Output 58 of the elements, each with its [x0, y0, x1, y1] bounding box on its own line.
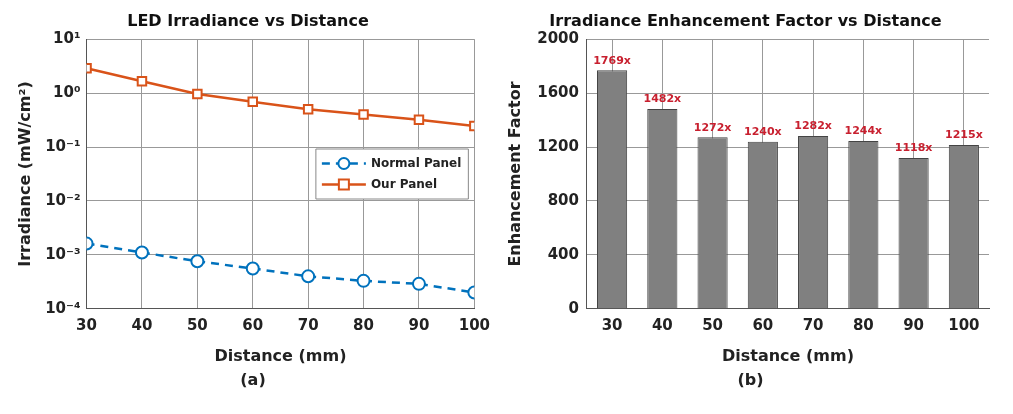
y-tick-label: 10⁻² — [45, 190, 81, 209]
y-tick-label: 10⁻⁴ — [45, 298, 81, 317]
x-tick-label: 60 — [752, 315, 774, 334]
data-label: 1215x — [945, 128, 983, 142]
point — [190, 254, 205, 269]
x-tick-label: 70 — [297, 315, 319, 334]
point — [136, 76, 148, 87]
x-tick-label: 100 — [458, 315, 490, 334]
y-tick-label: 10⁻¹ — [45, 136, 81, 155]
y-tick-label: 1200 — [537, 136, 579, 155]
y-tick-label: 800 — [547, 190, 579, 209]
point — [411, 276, 426, 291]
x-tick-label: 90 — [903, 315, 925, 334]
y-tick-label: 10⁰ — [53, 83, 81, 102]
x-tick-label: 50 — [186, 315, 208, 334]
x-tick-label: 40 — [651, 315, 673, 334]
point — [134, 245, 149, 260]
legend-label: Our Panel — [370, 176, 438, 191]
data-label: 1769x — [593, 53, 631, 67]
x-axis-title: Distance (mm) — [214, 345, 347, 365]
y-tick-label: 10¹ — [53, 29, 81, 48]
data-label: 1244x — [844, 124, 883, 138]
chart-title: LED Irradiance vs Distance — [127, 10, 369, 30]
y-tick-label: 10⁻³ — [45, 244, 81, 263]
data-label: 1282x — [794, 119, 832, 133]
point — [302, 104, 314, 115]
data-label: 1272x — [693, 120, 732, 134]
point — [192, 88, 203, 100]
chart-title: Irradiance Enhancement Factor vs Distance — [549, 10, 942, 30]
x-tick-label: 60 — [242, 315, 264, 334]
x-tick-label: 50 — [702, 315, 724, 334]
y-tick-label: 400 — [547, 244, 579, 263]
point — [245, 261, 260, 276]
x-axis-title: Distance (mm) — [721, 345, 854, 365]
legend-label: Normal Panel — [370, 155, 462, 170]
y-tick-label: 2000 — [537, 29, 579, 48]
y-tick-label: 0 — [568, 298, 579, 317]
text: (a) — [239, 370, 267, 389]
data-label: 1482x — [643, 92, 682, 106]
y-tick-label: 1600 — [537, 83, 579, 102]
x-tick-label: 90 — [408, 315, 430, 334]
point — [301, 269, 316, 284]
point — [356, 273, 371, 288]
point — [247, 96, 258, 108]
point — [413, 114, 425, 126]
point — [358, 109, 369, 120]
x-tick-label: 70 — [802, 315, 824, 334]
x-tick-label: 40 — [131, 315, 153, 334]
y-axis-title: Enhancement Factor — [504, 81, 524, 267]
x-tick-label: 30 — [76, 315, 97, 334]
x-tick-label: 30 — [601, 315, 623, 334]
data-label: 1118x — [894, 141, 933, 155]
x-tick-label: 80 — [353, 315, 374, 334]
text: (b) — [736, 370, 765, 389]
y-axis-title: Irradiance (mW/cm²) — [14, 81, 34, 267]
data-label: 1240x — [743, 125, 782, 139]
x-tick-label: 100 — [948, 315, 980, 334]
x-tick-label: 80 — [852, 315, 874, 334]
